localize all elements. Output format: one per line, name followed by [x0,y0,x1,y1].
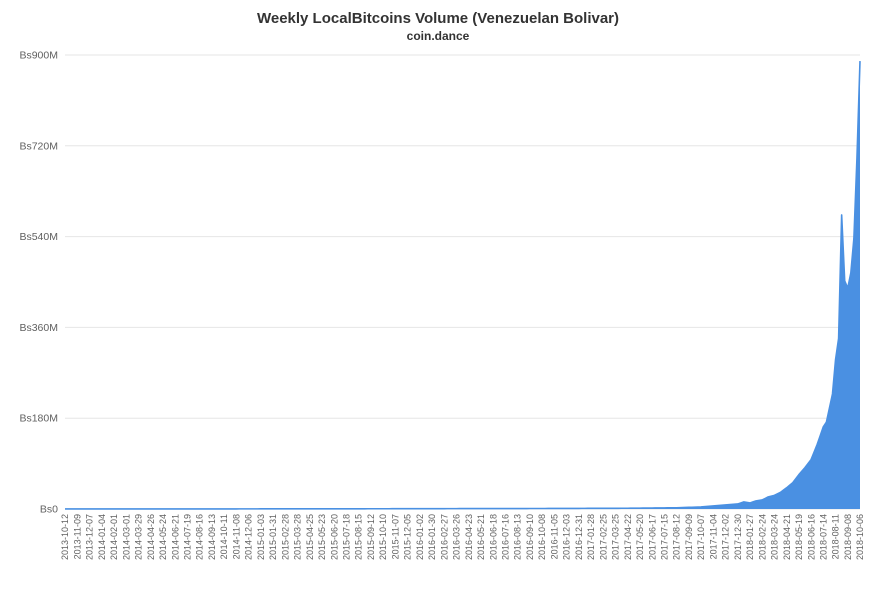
x-axis-label: 2017-04-22 [623,514,633,560]
x-axis-label: 2018-04-21 [782,514,792,560]
x-axis-label: 2013-12-07 [85,514,95,560]
x-axis-label: 2015-07-18 [342,514,352,560]
x-axis-label: 2017-01-28 [586,514,596,560]
x-axis-label: 2017-09-09 [684,514,694,560]
x-axis-label: 2018-05-19 [794,514,804,560]
x-axis-label: 2018-08-11 [831,514,841,559]
x-axis-label: 2015-04-25 [305,514,315,560]
x-axis-label: 2018-06-16 [806,514,816,560]
x-axis-label: 2013-11-09 [72,514,82,559]
x-axis-label: 2017-12-30 [733,514,743,560]
x-axis-label: 2016-04-23 [464,514,474,560]
x-axis-label: 2014-03-01 [121,514,131,560]
x-axis-label: 2014-07-19 [183,514,193,560]
x-axis-label: 2015-12-05 [403,514,413,560]
series-group [65,61,861,510]
x-axis-label: 2014-04-26 [146,514,156,560]
x-axis-label: 2014-10-11 [219,514,229,559]
x-axis-label: 2016-10-08 [537,514,547,560]
x-axis-label: 2017-03-25 [611,514,621,560]
y-axis-labels-group: Bs0 Bs180M Bs360M Bs540M Bs720M Bs900M [19,50,58,516]
x-axis-label: 2016-01-30 [427,514,437,560]
x-axis-label: 2018-10-06 [855,514,865,560]
x-axis-label: 2017-07-15 [660,514,670,560]
x-axis-label: 2016-09-10 [525,514,535,560]
x-axis-label: 2018-09-08 [843,514,853,560]
x-axis-label: 2015-05-23 [317,514,327,560]
x-axis-label: 2017-08-12 [672,514,682,560]
x-axis-label: 2014-05-24 [158,514,168,560]
x-axis-label: 2015-09-12 [366,514,376,560]
x-axis-label: 2015-10-10 [378,514,388,560]
chart-subtitle: coin.dance [407,29,470,43]
x-axis-label: 2015-02-28 [280,514,290,560]
x-axis-label: 2014-06-21 [170,514,180,560]
x-axis-label: 2015-01-03 [256,514,266,560]
x-axis-label: 2016-11-05 [549,514,559,559]
x-axis-label: 2017-12-02 [721,514,731,560]
x-axis-labels-group: 2013-10-12 2013-11-09 2013-12-07 2014-01-04… [60,514,865,560]
x-axis-label: 2015-11-07 [390,514,400,559]
x-axis-label: 2015-06-20 [329,514,339,560]
y-axis-label: Bs900M [19,50,58,62]
x-axis-label: 2015-03-28 [293,514,303,560]
x-axis-label: 2016-05-21 [476,514,486,560]
x-axis-label: 2014-01-04 [97,514,107,560]
x-axis-label: 2015-08-15 [354,514,364,560]
x-axis-label: 2018-07-14 [819,514,829,560]
x-axis-label: 2017-02-25 [598,514,608,560]
x-axis-label: 2014-08-16 [195,514,205,560]
x-axis-label: 2016-01-02 [415,514,425,560]
y-axis-label: Bs720M [19,140,58,152]
x-axis-label: 2014-09-13 [207,514,217,560]
y-axis-label: Bs360M [19,322,58,334]
x-axis-label: 2017-06-17 [647,514,657,560]
x-axis-label: 2014-12-06 [244,514,254,560]
x-axis-label: 2016-12-31 [574,514,584,560]
x-axis-label: 2016-02-27 [439,514,449,560]
x-axis-label: 2017-11-04 [708,514,718,559]
x-axis-label: 2016-08-13 [513,514,523,560]
y-axis-label: Bs180M [19,413,58,425]
chart-title: Weekly LocalBitcoins Volume (Venezuelan … [257,10,619,27]
x-axis-label: 2015-01-31 [268,514,278,560]
gridlines-group [65,54,860,510]
volume-area-series [65,61,860,510]
volume-series-line [65,61,861,510]
x-axis-label: 2016-03-26 [452,514,462,560]
x-axis-label: 2014-03-29 [134,514,144,560]
x-axis-label: 2016-07-16 [501,514,511,560]
x-axis-label: 2018-02-24 [757,514,767,560]
x-axis-label: 2016-06-18 [488,514,498,560]
y-axis-label: Bs0 [40,504,58,516]
x-axis-label: 2018-03-24 [770,514,780,560]
x-axis-label: 2014-11-08 [231,514,241,559]
x-axis-label: 2018-01-27 [745,514,755,560]
x-axis-label: 2017-05-20 [635,514,645,560]
x-axis-label: 2016-12-03 [562,514,572,560]
y-axis-label: Bs540M [19,231,58,243]
x-axis-label: 2017-10-07 [696,514,706,560]
x-axis-label: 2014-02-01 [109,514,119,560]
x-axis-label: 2013-10-12 [60,514,70,560]
